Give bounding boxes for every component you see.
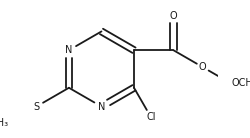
Text: OCH₃: OCH₃ (231, 78, 250, 88)
Text: N: N (98, 102, 105, 112)
Text: O: O (170, 11, 177, 21)
Text: S: S (33, 102, 40, 112)
Text: CH₃: CH₃ (0, 118, 9, 128)
Text: Cl: Cl (146, 112, 156, 122)
Text: N: N (65, 45, 72, 55)
Text: O: O (199, 62, 206, 72)
